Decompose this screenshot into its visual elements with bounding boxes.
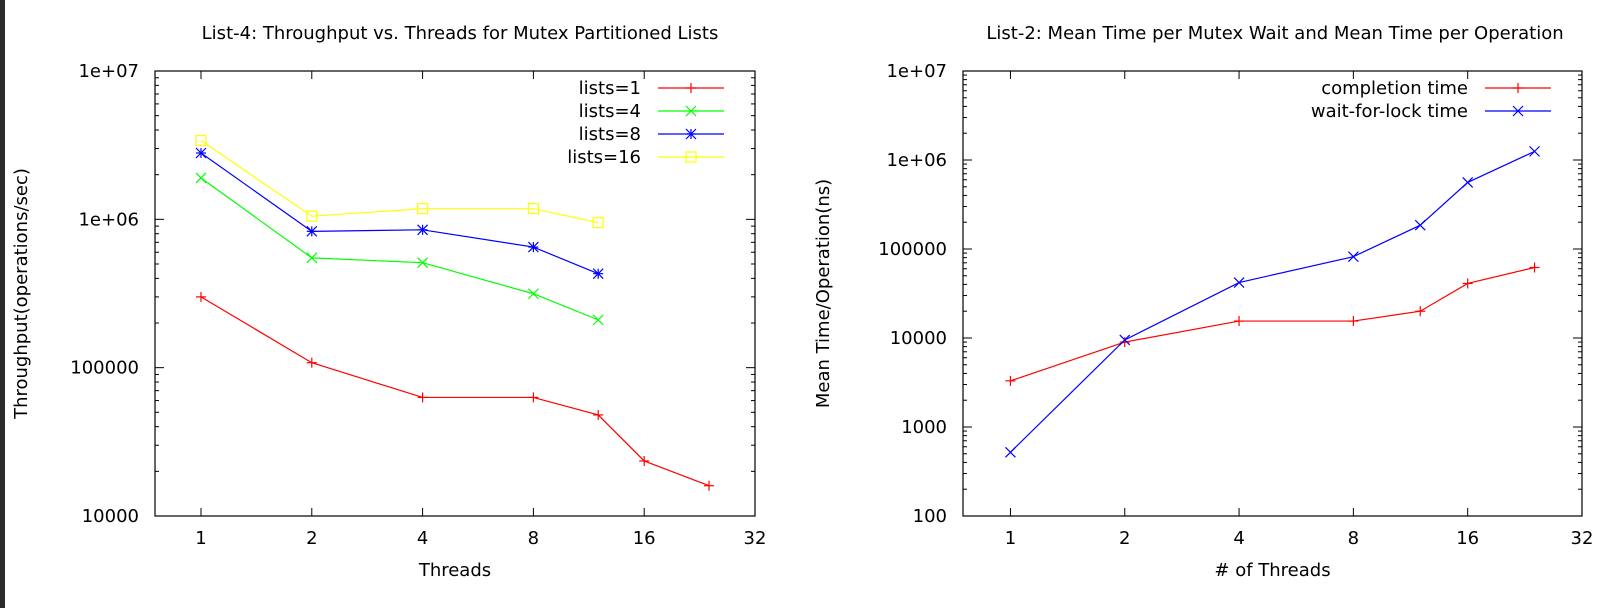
data-point	[417, 224, 429, 236]
legend-label: lists=16	[567, 147, 641, 168]
legend-label: completion time	[1321, 78, 1468, 99]
x-tick-label: 4	[1233, 528, 1244, 549]
window-edge	[0, 0, 5, 608]
legend-sample	[1485, 83, 1551, 93]
y-tick-label: 1e+07	[78, 61, 139, 82]
x-axis-label: Threads	[418, 560, 491, 581]
x-tick-label: 4	[417, 528, 428, 549]
data-point	[592, 314, 604, 326]
data-point	[1347, 251, 1359, 263]
legend-marker	[685, 151, 697, 163]
data-point	[1529, 145, 1540, 157]
legend-label: lists=4	[579, 101, 641, 122]
plot-frame	[962, 70, 1583, 517]
data-point	[1462, 176, 1474, 188]
y-tick-label: 10000	[82, 506, 139, 527]
legend-sample	[658, 151, 724, 163]
legend-label: lists=1	[579, 78, 641, 99]
series-1	[1005, 145, 1540, 458]
data-point	[592, 217, 604, 229]
data-point	[416, 203, 429, 215]
x-tick-label: 1	[195, 528, 206, 549]
y-tick-label: 100000	[878, 239, 947, 260]
x-tick-label: 32	[744, 528, 767, 549]
legend-marker	[1512, 105, 1524, 117]
chart-title: List-2: Mean Time per Mutex Wait and Mea…	[986, 23, 1563, 44]
legend-label: wait-for-lock time	[1311, 101, 1468, 122]
y-axis-label: Mean Time/Operation(ns)	[813, 179, 834, 408]
legend-label: lists=8	[579, 124, 641, 145]
data-point	[195, 147, 207, 159]
y-tick-label: 1e+07	[886, 61, 947, 82]
legend-sample	[658, 105, 724, 117]
legend-marker	[685, 105, 697, 117]
x-tick-label: 16	[633, 528, 656, 549]
series-0	[1005, 262, 1540, 386]
data-point	[1005, 446, 1016, 458]
y-tick-label: 100000	[70, 358, 139, 379]
y-tick-label: 1000	[901, 417, 947, 438]
series-line	[1010, 266, 1535, 382]
data-point	[527, 241, 539, 253]
series-1	[195, 172, 604, 326]
legend-marker	[685, 128, 697, 140]
y-tick-label: 100	[913, 506, 947, 527]
x-tick-label: 2	[306, 528, 317, 549]
series-line	[200, 140, 599, 224]
legend-sample	[1485, 105, 1551, 117]
data-point	[1414, 219, 1426, 231]
chart-title: List-4: Throughput vs. Threads for Mutex…	[202, 23, 719, 44]
data-point	[592, 268, 604, 280]
legend-sample	[658, 128, 724, 140]
plot-frame	[154, 70, 756, 517]
data-point	[306, 225, 318, 237]
data-point	[527, 203, 539, 215]
x-tick-label: 8	[1348, 528, 1359, 549]
series-line	[1010, 150, 1535, 453]
x-axis-label: # of Threads	[1214, 560, 1330, 581]
series-3	[195, 134, 604, 229]
x-tick-label: 16	[1456, 528, 1479, 549]
series-2	[195, 147, 604, 280]
series-line	[200, 296, 710, 487]
data-point	[195, 134, 207, 147]
y-tick-label: 1e+06	[78, 209, 139, 230]
legend-sample	[658, 83, 724, 93]
y-tick-label: 1e+06	[886, 150, 947, 171]
x-tick-label: 2	[1119, 528, 1130, 549]
data-point	[527, 288, 539, 300]
series-0	[195, 291, 715, 491]
data-point	[1119, 334, 1131, 346]
data-point	[195, 172, 207, 184]
data-point	[306, 210, 318, 222]
data-point	[306, 252, 318, 264]
y-axis-label: Throughput(operations/sec)	[11, 168, 32, 420]
y-tick-label: 10000	[890, 328, 947, 349]
x-tick-label: 32	[1571, 528, 1594, 549]
x-tick-label: 8	[528, 528, 539, 549]
data-point	[417, 257, 429, 269]
x-tick-label: 1	[1005, 528, 1016, 549]
data-point	[1233, 277, 1245, 288]
